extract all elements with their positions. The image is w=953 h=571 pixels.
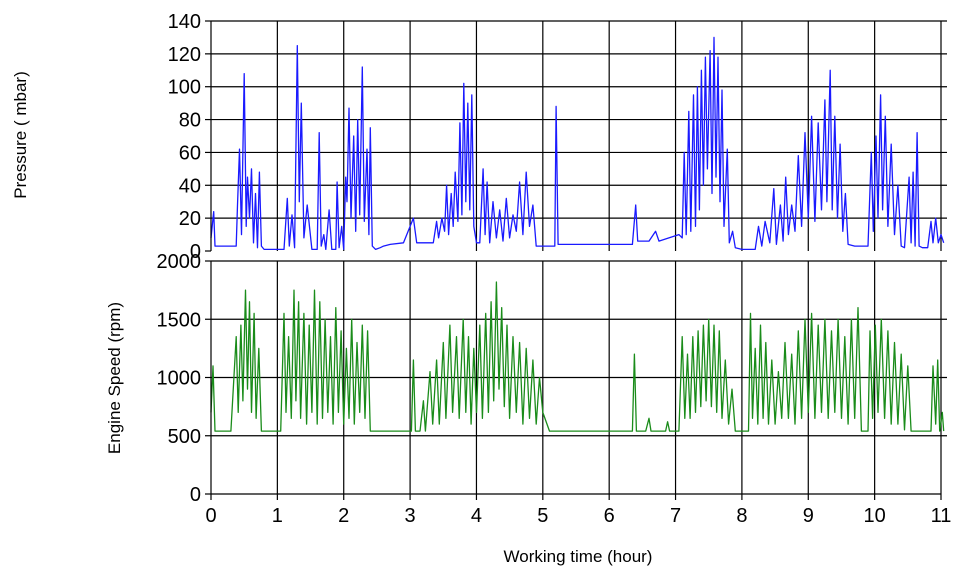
engine-speed-panel: 0 500 1000 1500 2000 0 1 2 3 4 5 6 7 8 9 10 11 Engine S… bbox=[105, 251, 951, 566]
x-tick-label: 11 bbox=[931, 505, 952, 527]
pressure-grid bbox=[211, 20, 947, 251]
engine-speed-y-tick-label: 500 bbox=[168, 426, 201, 448]
pressure-y-tick-label: 40 bbox=[179, 175, 201, 197]
engine-speed-y-tick-label: 2000 bbox=[157, 251, 202, 273]
engine-speed-y-tick-label: 1500 bbox=[157, 309, 202, 331]
engine-speed-y-tick-labels: 0 500 1000 1500 2000 bbox=[157, 251, 202, 506]
x-tick-label: 3 bbox=[405, 505, 416, 527]
pressure-y-tick-label: 140 bbox=[168, 11, 201, 33]
pressure-axes bbox=[205, 20, 212, 252]
engine-speed-y-tick-label: 0 bbox=[190, 484, 201, 506]
pressure-series-line bbox=[210, 36, 945, 251]
pressure-y-tick-label: 100 bbox=[168, 77, 201, 99]
x-tick-label: 7 bbox=[670, 505, 681, 527]
x-tick-label: 1 bbox=[272, 505, 283, 527]
engine-speed-series-group bbox=[210, 281, 945, 432]
x-tick-label: 5 bbox=[537, 505, 548, 527]
engine-speed-y-axis-title: Engine Speed (rpm) bbox=[105, 302, 124, 454]
x-tick-label: 10 bbox=[864, 505, 886, 527]
engine-speed-series-line bbox=[210, 281, 945, 432]
pressure-series-group bbox=[210, 36, 945, 251]
x-tick-labels: 0 1 2 3 4 5 6 7 8 9 10 11 bbox=[205, 505, 951, 527]
pressure-panel: 0 20 40 60 80 100 120 140 Pressure ( mbar) bbox=[11, 11, 947, 263]
x-tick-label: 0 bbox=[205, 505, 216, 527]
x-tick-label: 2 bbox=[338, 505, 349, 527]
pressure-y-tick-labels: 0 20 40 60 80 100 120 140 bbox=[168, 11, 201, 263]
pressure-y-tick-label: 0 bbox=[190, 241, 201, 263]
x-axis-title: Working time (hour) bbox=[504, 547, 653, 566]
pressure-y-tick-label: 80 bbox=[179, 110, 201, 132]
x-tick-label: 6 bbox=[604, 505, 615, 527]
x-tick-label: 9 bbox=[803, 505, 814, 527]
x-tick-label: 4 bbox=[471, 505, 482, 527]
x-tick-label: 8 bbox=[736, 505, 747, 527]
pressure-y-tick-label: 60 bbox=[179, 142, 201, 164]
engine-speed-axes bbox=[205, 260, 942, 500]
engine-speed-y-tick-label: 1000 bbox=[157, 368, 202, 390]
pressure-y-tick-label: 20 bbox=[179, 208, 201, 230]
pressure-y-tick-label: 120 bbox=[168, 44, 201, 66]
pressure-y-axis-title: Pressure ( mbar) bbox=[11, 71, 30, 199]
engine-speed-grid bbox=[211, 260, 947, 494]
